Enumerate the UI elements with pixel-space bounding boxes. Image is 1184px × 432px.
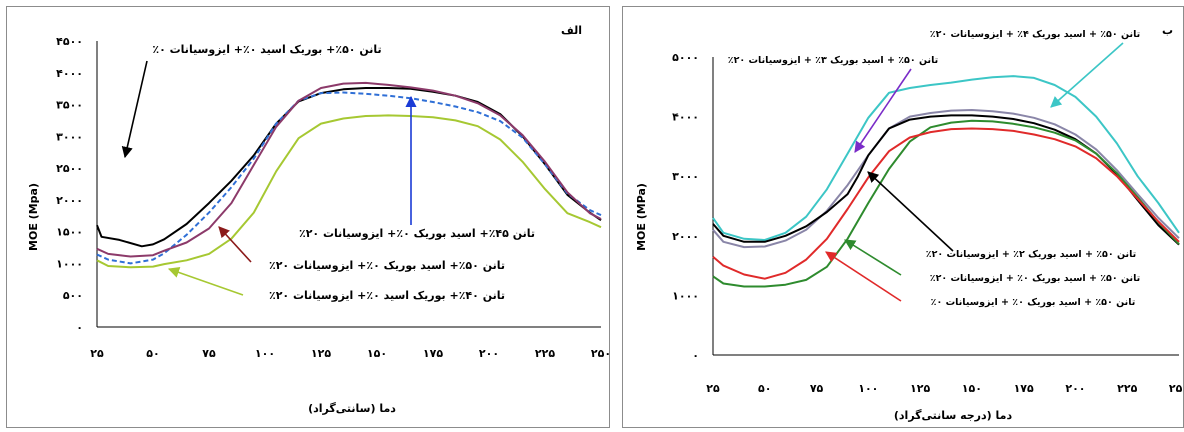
x-tick-label: ۱۵۰ bbox=[962, 382, 982, 395]
x-tick-label: ۲۰۰ bbox=[1065, 382, 1085, 395]
x-tick-label: ۲۲۵ bbox=[535, 347, 555, 360]
y-tick-label: ۱۰۰۰ bbox=[672, 289, 699, 302]
x-tick-label: ۲۵ bbox=[706, 382, 720, 395]
annotation-boric-0-iso-0-arrow bbox=[825, 251, 902, 302]
annotation-40-tannin: تانن ۴۰٪+ بوریک اسید ۰٪+ ایزوسیانات ۲۰٪ bbox=[269, 289, 505, 302]
x-tick-label: ۲۰۰ bbox=[479, 347, 499, 360]
panel-label: ب bbox=[1162, 24, 1173, 37]
y-tick-label: ۵۰۰ bbox=[63, 289, 83, 302]
annotation-boric-0-iso-20-arrow bbox=[844, 239, 902, 276]
y-axis-title: MOE (Mpa) bbox=[27, 183, 40, 251]
chart-panel-b: ۰ ۱۰۰۰ ۲۰۰۰ ۳۰۰۰ ۴۰۰۰ ۵۰۰۰ ۲۵ ۵۰ ۷۵ ۱۰۰ ۱۲۵ ۱۵۰ ۱۷۵ ۲… bbox=[622, 6, 1184, 428]
y-axis-title: MOE (MPa) bbox=[635, 183, 648, 251]
annotation-boric-0-iso-0: تانن ۵۰٪ + اسید بوریک ۰٪ + ایزوسیانات ۰٪ bbox=[931, 297, 1136, 308]
series-line-3 bbox=[96, 114, 602, 269]
series-line-3 bbox=[712, 119, 1180, 288]
chart-b-svg: ۰ ۱۰۰۰ ۲۰۰۰ ۳۰۰۰ ۴۰۰۰ ۵۰۰۰ ۲۵ ۵۰ ۷۵ ۱۰۰ ۱۲۵ ۱۵۰ ۱۷۵ ۲… bbox=[635, 24, 1184, 422]
annotation-boric-4-arrow bbox=[1050, 42, 1124, 108]
x-tick-label: ۲۵۰ bbox=[1169, 382, 1184, 395]
series-line-2 bbox=[96, 81, 602, 258]
y-tick-label: ۲۵۰۰ bbox=[56, 162, 83, 175]
annotation-45-tannin: تانن ۴۵٪+ اسید بوریک ۰٪+ ایزوسیانات ۲۰٪ bbox=[299, 227, 535, 240]
annotation-boric-2-arrow bbox=[867, 171, 954, 252]
x-tick-label: ۱۲۵ bbox=[311, 347, 331, 360]
x-tick-label: ۵۰ bbox=[146, 347, 159, 360]
y-tick-label: ۴۰۰۰ bbox=[56, 67, 83, 80]
x-tick-label: ۱۷۵ bbox=[1014, 382, 1034, 395]
chart-a-svg: ۰ ۵۰۰ ۱۰۰۰ ۱۵۰۰ ۲۰۰۰ ۲۵۰۰ ۳۰۰۰ ۳۵۰۰ ۴۰۰۰ ۴۵۰۰ ۲۵ ۵۰… bbox=[27, 24, 610, 415]
series-line-1 bbox=[712, 109, 1180, 249]
annotation-boric-4: تانن ۵۰٪ + اسید بوریک ۴٪ + ایزوسیانات ۲۰… bbox=[930, 29, 1140, 40]
y-tick-label: ۴۰۰۰ bbox=[672, 111, 699, 124]
y-tick-label: ۰ bbox=[76, 321, 83, 334]
series-line-4 bbox=[712, 127, 1180, 280]
annotation-boric-2: تانن ۵۰٪ + اسید بوریک ۲٪ + ایزوسیانات ۲۰… bbox=[926, 249, 1136, 260]
x-tick-label: ۱۲۵ bbox=[910, 382, 930, 395]
annotation-no-boric-no-iso: تانن ۵۰٪+ بوریک اسید ۰٪+ ایزوسیانات ۰٪ bbox=[152, 43, 381, 56]
y-tick-label: ۰ bbox=[692, 349, 699, 362]
annotation-40-tannin-arrow bbox=[167, 267, 244, 296]
x-axis-title: دما (درجه سانتی‌گراد) bbox=[894, 409, 1013, 422]
annotation-boric-0-iso-20: تانن ۵۰٪ + اسید بوریک ۰٪ + ایزوسیانات ۲۰… bbox=[930, 273, 1140, 284]
x-axis-title: دما (سانتی‌گراد) bbox=[308, 402, 396, 415]
series-line-1 bbox=[96, 91, 602, 265]
y-tick-label: ۲۰۰۰ bbox=[672, 230, 699, 243]
x-tick-label: ۲۵ bbox=[90, 347, 104, 360]
y-tick-label: ۲۰۰۰ bbox=[56, 194, 83, 207]
x-tick-label: ۷۵ bbox=[202, 347, 216, 360]
annotation-no-boric-no-iso-arrow bbox=[121, 60, 148, 159]
x-tick-label: ۱۰۰ bbox=[255, 347, 275, 360]
x-tick-label: ۷۵ bbox=[810, 382, 824, 395]
x-tick-label: ۱۷۵ bbox=[423, 347, 443, 360]
y-tick-label: ۱۵۰۰ bbox=[56, 226, 83, 239]
annotation-50-tannin-iso: تانن ۵۰٪+ اسید بوریک ۰٪+ ایزوسیانات ۲۰٪ bbox=[269, 259, 505, 272]
series-line-0 bbox=[712, 75, 1180, 241]
annotation-boric-3: تانن ۵۰٪ + اسید بوریک ۳٪ + ایزوسیانات ۲۰… bbox=[728, 55, 938, 66]
x-tick-label: ۲۲۵ bbox=[1117, 382, 1137, 395]
y-tick-label: ۳۵۰۰ bbox=[56, 99, 83, 112]
panel-label: الف bbox=[561, 24, 582, 37]
x-tick-label: ۱۵۰ bbox=[367, 347, 387, 360]
x-tick-label: ۲۵۰ bbox=[591, 347, 610, 360]
annotation-boric-3-arrow bbox=[854, 68, 912, 153]
x-tick-label: ۵۰ bbox=[758, 382, 771, 395]
y-tick-label: ۵۰۰۰ bbox=[672, 51, 699, 64]
y-tick-label: ۱۰۰۰ bbox=[56, 257, 83, 270]
chart-panel-a: ۰ ۵۰۰ ۱۰۰۰ ۱۵۰۰ ۲۰۰۰ ۲۵۰۰ ۳۰۰۰ ۳۵۰۰ ۴۰۰۰ ۴۵۰۰ ۲۵ ۵۰… bbox=[6, 6, 610, 428]
series-line-0 bbox=[96, 87, 602, 248]
y-tick-label: ۴۵۰۰ bbox=[56, 35, 83, 48]
y-tick-label: ۳۰۰۰ bbox=[672, 170, 699, 183]
annotation-50-tannin-iso-arrow bbox=[218, 226, 252, 263]
x-tick-label: ۱۰۰ bbox=[858, 382, 878, 395]
y-tick-label: ۳۰۰۰ bbox=[56, 130, 83, 143]
